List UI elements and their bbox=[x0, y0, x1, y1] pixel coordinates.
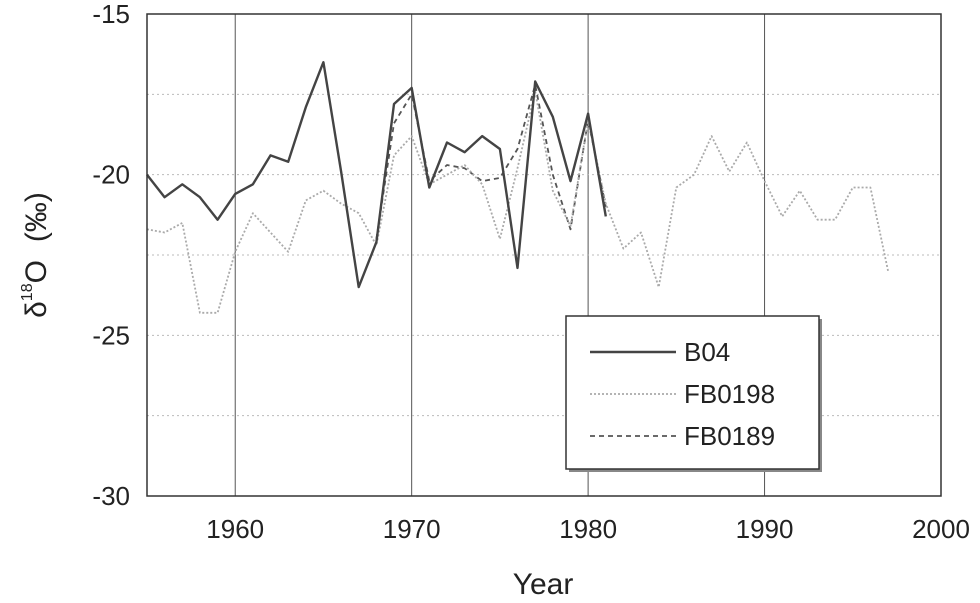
x-tick-label: 1960 bbox=[206, 514, 264, 544]
grid bbox=[147, 14, 941, 496]
y-tick-label: -30 bbox=[92, 481, 130, 511]
y-axis-title-sup: 18 bbox=[19, 283, 36, 301]
legend-label-fb0189: FB0189 bbox=[684, 421, 775, 451]
x-tick-label: 2000 bbox=[912, 514, 970, 544]
x-tick-label: 1970 bbox=[383, 514, 441, 544]
y-tick-label: -15 bbox=[92, 0, 130, 29]
y-axis-title-unit: (‰) bbox=[20, 192, 53, 242]
legend-label-b04: B04 bbox=[684, 337, 730, 367]
svg-text:δ18O(‰): δ18O (‰) bbox=[19, 192, 53, 318]
legend: B04 FB0198 FB0189 bbox=[565, 315, 822, 472]
series-line-b04 bbox=[146, 61, 607, 289]
y-axis-title-delta: δ bbox=[20, 301, 53, 318]
y-tick-label: -25 bbox=[92, 320, 130, 350]
x-tick-label: 1990 bbox=[736, 514, 794, 544]
x-axis-title: Year bbox=[513, 568, 574, 601]
series-line-fb0198 bbox=[146, 90, 889, 314]
y-axis-title-o: O bbox=[20, 260, 53, 283]
series-layer bbox=[146, 61, 889, 314]
legend-box bbox=[565, 315, 820, 470]
ticks: 1960 1970 1980 1990 2000 -30 -25 -20 -15 bbox=[92, 0, 970, 544]
y-axis-title: δ18O (‰) bbox=[19, 192, 53, 318]
plot-frame bbox=[146, 13, 942, 497]
x-tick-label: 1980 bbox=[559, 514, 617, 544]
y-tick-label: -20 bbox=[92, 160, 130, 190]
legend-label-fb0198: FB0198 bbox=[684, 379, 775, 409]
